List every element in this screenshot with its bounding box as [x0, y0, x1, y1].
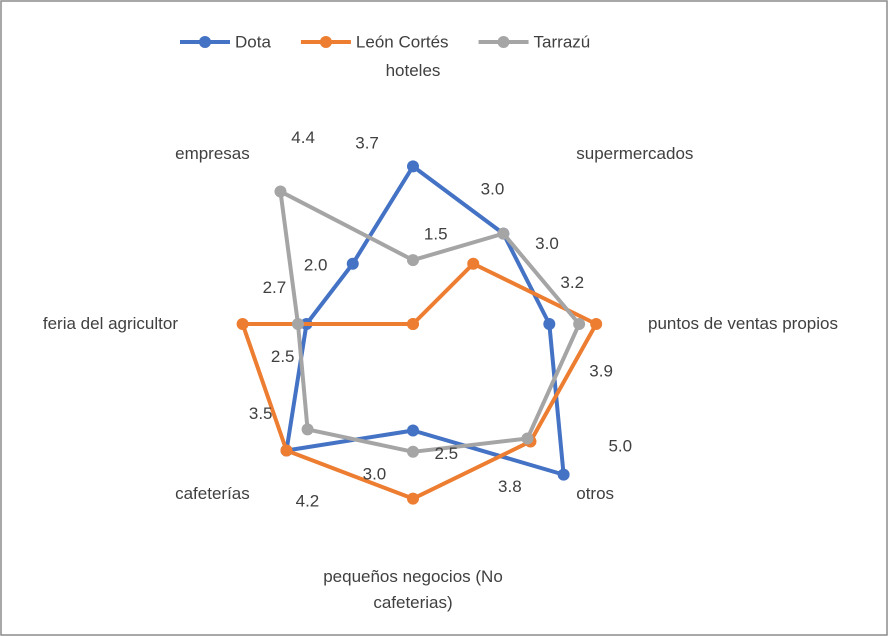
data-point — [346, 257, 359, 270]
data-point — [467, 257, 480, 270]
data-label: 3.2 — [560, 273, 584, 292]
category-label: cafeterías — [175, 483, 250, 503]
data-point — [407, 492, 419, 505]
data-point — [407, 160, 419, 173]
data-label: 2.7 — [263, 278, 287, 297]
data-label: 2.5 — [434, 444, 458, 463]
legend-label: León Cortés — [356, 32, 449, 51]
category-label: feria del agricultor — [42, 314, 178, 333]
data-label: 3.0 — [481, 179, 505, 198]
data-point — [301, 423, 314, 436]
data-point — [407, 445, 419, 458]
legend-label: Tarrazú — [534, 32, 591, 51]
data-label: 3.0 — [363, 464, 387, 483]
category-label: puntos de ventas propios — [648, 314, 838, 333]
data-label: 4.2 — [296, 491, 320, 510]
series-line — [240, 261, 599, 501]
data-point — [407, 424, 419, 437]
category-label: hoteles — [385, 61, 441, 80]
data-point — [557, 468, 570, 481]
data-label: 4.4 — [291, 128, 315, 147]
legend-marker — [199, 36, 211, 48]
data-point — [236, 318, 249, 330]
data-label: 2.5 — [271, 347, 295, 366]
data-point — [521, 432, 534, 445]
legend-marker — [319, 36, 332, 48]
data-label: 2.0 — [304, 256, 328, 275]
legend-marker — [497, 36, 510, 48]
data-label: 3.9 — [589, 362, 613, 381]
category-label: supermercados — [576, 144, 694, 164]
data-point — [590, 318, 603, 330]
data-point — [291, 318, 304, 330]
data-point — [274, 185, 287, 198]
data-point — [407, 318, 419, 330]
data-point — [407, 254, 419, 267]
data-label: 5.0 — [608, 436, 632, 455]
category-label: empresas — [175, 144, 250, 164]
data-point — [280, 444, 293, 457]
data-point — [543, 318, 556, 330]
data-label: 3.0 — [535, 234, 559, 253]
data-point — [497, 227, 510, 240]
data-label: 1.5 — [424, 224, 448, 243]
data-label: 3.7 — [355, 134, 379, 153]
data-label: 3.8 — [498, 477, 522, 496]
data-point — [573, 318, 586, 330]
data-label: 3.5 — [249, 404, 273, 423]
category-label: pequeños negocios (No cafeterias) — [323, 567, 503, 612]
category-label: otros — [576, 483, 615, 503]
legend-label: Dota — [235, 32, 271, 51]
